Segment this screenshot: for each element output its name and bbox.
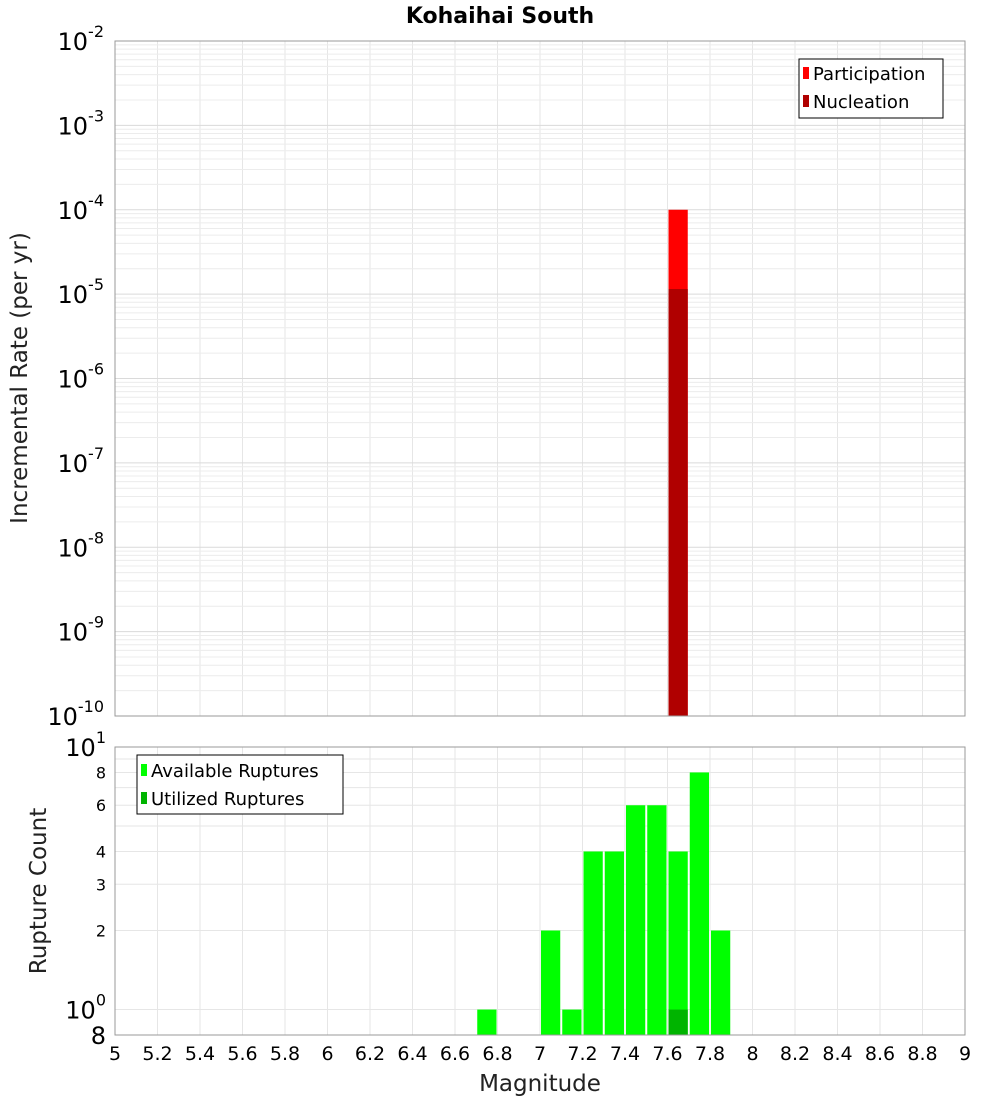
top-plot-frame (114, 40, 966, 717)
legend-swatch-participation (803, 67, 809, 79)
available-ruptures-bar (562, 1009, 582, 1035)
top-gridlines (114, 41, 966, 717)
top-y-tick-labels: 10-10 10-9 10-8 10-7 10-6 10-5 10-4 10-3 10-2 (47, 22, 104, 731)
legend-swatch-nucleation (803, 95, 809, 107)
top-bars (668, 209, 688, 716)
top-y-tick-label: 10-9 (58, 613, 105, 647)
x-tick-label: 6.4 (397, 1043, 427, 1065)
x-tick-label: 8.2 (780, 1043, 810, 1065)
available-ruptures-bar (647, 805, 667, 1035)
x-tick-label: 5.4 (185, 1043, 215, 1065)
bottom-y-tick-label: 8 (91, 1022, 106, 1050)
x-tick-label: 5.8 (270, 1043, 300, 1065)
legend-label-nucleation: Nucleation (813, 92, 909, 113)
legend-label-participation: Participation (813, 64, 925, 85)
top-y-tick-label: 10-3 (58, 106, 105, 140)
top-y-tick-label: 10-8 (58, 528, 105, 562)
x-tick-label: 6 (321, 1043, 333, 1065)
bottom-y-axis-label: Rupture Count (26, 808, 52, 974)
x-tick-label: 7.4 (610, 1043, 640, 1065)
bottom-bars (477, 772, 731, 1035)
utilized-ruptures-bar (668, 1009, 688, 1035)
available-ruptures-bar (583, 851, 603, 1035)
bottom-y-tick-label: 2 (96, 922, 106, 941)
x-tick-label: 8 (746, 1043, 758, 1065)
top-legend-box (798, 58, 944, 119)
available-ruptures-bar (541, 930, 561, 1035)
bottom-y-tick-label: 101 (65, 728, 106, 762)
available-ruptures-bar (689, 772, 709, 1035)
top-y-tick-label: 10-7 (58, 444, 105, 478)
top-y-tick-label: 10-2 (58, 22, 105, 56)
legend-swatch-utilized (141, 792, 147, 804)
incremental-rate-panel: 10-10 10-9 10-8 10-7 10-6 10-5 10-4 10-3 10-2 In… (7, 22, 966, 731)
x-tick-label: 6.8 (482, 1043, 512, 1065)
x-tick-label: 5.2 (142, 1043, 172, 1065)
top-y-tick-label: 10-10 (47, 697, 104, 731)
bottom-legend-box (136, 754, 344, 815)
x-tick-label: 5 (109, 1043, 121, 1065)
bottom-y-tick-label: 100 (65, 991, 106, 1025)
x-tick-label: 8.4 (822, 1043, 852, 1065)
x-tick-label: 8.8 (907, 1043, 937, 1065)
legend-swatch-available (141, 764, 147, 776)
bottom-y-tick-label: 4 (96, 842, 106, 861)
top-y-tick-label: 10-5 (58, 275, 105, 309)
x-tick-label: 6.2 (355, 1043, 385, 1065)
x-tick-label: 8.6 (865, 1043, 895, 1065)
x-tick-label: 6.6 (440, 1043, 470, 1065)
available-ruptures-bar (711, 930, 731, 1035)
available-ruptures-bar (626, 805, 646, 1035)
top-y-tick-label: 10-4 (58, 191, 105, 225)
x-tick-label: 7.6 (652, 1043, 682, 1065)
top-y-axis-label: Incremental Rate (per yr) (7, 232, 33, 524)
nucleation-bar (668, 289, 688, 716)
chart-title: Kohaihai South (406, 4, 594, 29)
x-tick-label: 9 (959, 1043, 971, 1065)
x-tick-labels: 5 5.2 5.4 5.6 5.8 6 6.2 6.4 6.6 6.8 7 7.2 7.4 7.6 7.8 8… (109, 1043, 971, 1065)
bottom-y-tick-label: 6 (96, 796, 106, 815)
available-ruptures-bar (668, 851, 688, 1035)
x-tick-label: 7.8 (695, 1043, 725, 1065)
available-ruptures-bar (604, 851, 624, 1035)
bottom-legend: Available Ruptures Utilized Ruptures (136, 754, 344, 815)
x-tick-label: 5.6 (227, 1043, 257, 1065)
x-axis-label: Magnitude (479, 1071, 601, 1097)
available-ruptures-bar (477, 1009, 497, 1035)
x-tick-label: 7.2 (567, 1043, 597, 1065)
bottom-plot-frame (114, 746, 966, 1036)
x-tick-label: 7 (534, 1043, 546, 1065)
bottom-y-tick-label: 8 (96, 763, 106, 782)
top-y-tick-label: 10-6 (58, 360, 105, 394)
legend-label-utilized: Utilized Ruptures (151, 789, 304, 810)
legend-label-available: Available Ruptures (151, 761, 319, 782)
top-legend: Participation Nucleation (798, 58, 944, 119)
bottom-y-tick-label: 3 (96, 875, 106, 894)
